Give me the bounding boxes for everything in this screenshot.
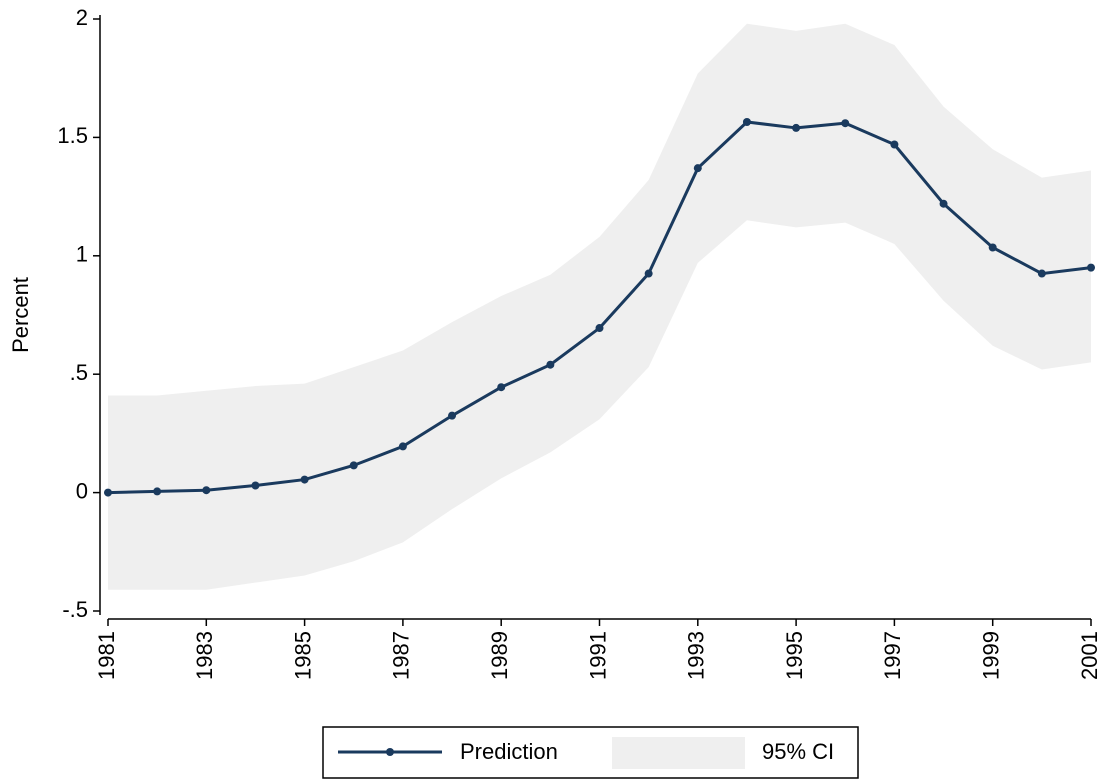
y-tick-label: 1 (76, 242, 88, 267)
point (153, 487, 162, 496)
point (644, 269, 653, 278)
point (988, 243, 997, 252)
y-tick-label: .5 (70, 360, 88, 385)
point (841, 119, 850, 128)
x-tick-label: 1991 (585, 631, 610, 680)
point (546, 360, 555, 369)
point (939, 199, 948, 208)
point (792, 123, 801, 132)
y-tick-label: 1.5 (57, 123, 88, 148)
legend-marker (386, 748, 394, 756)
legend-label: 95% CI (762, 739, 834, 764)
legend-swatch (612, 737, 745, 769)
x-tick-label: 1997 (880, 631, 905, 680)
x-tick-label: 1985 (290, 631, 315, 680)
point (300, 475, 309, 484)
point (497, 383, 506, 392)
y-tick-label: 0 (76, 478, 88, 503)
y-axis-label: Percent (8, 277, 33, 353)
x-tick-label: 1981 (94, 631, 119, 680)
y-tick-label: -.5 (62, 597, 88, 622)
x-tick-label: 1999 (979, 631, 1004, 680)
point (742, 118, 751, 127)
legend-label: Prediction (460, 739, 558, 764)
point (251, 481, 260, 490)
x-tick-label: 2001 (1077, 631, 1102, 680)
point (349, 461, 358, 470)
ci-band (108, 23, 1091, 590)
point (448, 411, 457, 420)
y-tick-label: 2 (76, 5, 88, 30)
x-tick-label: 1983 (192, 631, 217, 680)
x-tick-label: 1989 (487, 631, 512, 680)
x-tick-label: 1993 (684, 631, 709, 680)
point (890, 140, 899, 149)
point (595, 324, 604, 333)
point (202, 486, 211, 495)
x-tick-label: 1995 (782, 631, 807, 680)
point (104, 488, 112, 497)
point (693, 164, 702, 173)
x-tick-label: 1987 (389, 631, 414, 680)
point (1037, 269, 1046, 278)
point (398, 442, 407, 451)
point (1087, 263, 1095, 272)
